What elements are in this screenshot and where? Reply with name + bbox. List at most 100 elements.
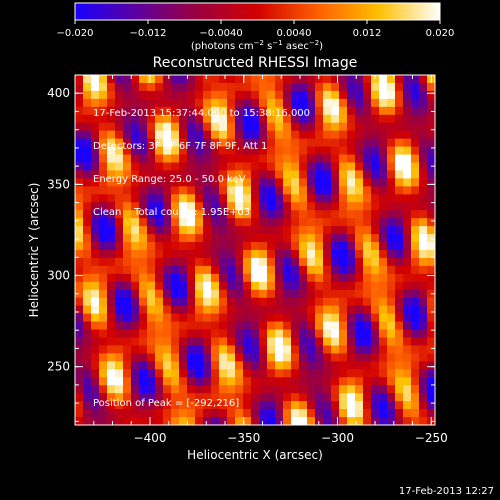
heatmap-cell [163,257,172,267]
heatmap-cell [139,170,148,180]
heatmap-cell [179,417,188,425]
heatmap-cell [99,281,108,291]
heatmap-cell [211,82,220,92]
heatmap-cell [331,186,340,195]
heatmap-cell [259,273,268,283]
heatmap-cell [387,90,396,100]
x-tick-label: −300 [321,431,354,445]
heatmap-cell [275,297,284,307]
heatmap-cell [259,313,268,323]
heatmap-cell [403,377,412,386]
heatmap-cell [419,114,428,124]
heatmap-cell [99,361,108,370]
heatmap-cell [115,234,124,243]
heatmap-cell [307,250,316,259]
heatmap-cell [371,234,380,243]
heatmap-cell [363,281,372,291]
heatmap-cell [403,385,412,394]
heatmap-cell [107,353,116,362]
heatmap-cell [411,345,420,355]
heatmap-cell [131,122,140,132]
heatmap-cell [179,90,188,100]
heatmap-cell [91,106,100,116]
heatmap-cell [115,82,124,92]
heatmap-cell [123,82,132,92]
heatmap-cell [347,297,356,307]
heatmap-cell [315,337,324,347]
heatmap-cell [91,178,100,187]
heatmap-cell [155,90,164,100]
heatmap-cell [131,289,140,299]
heatmap-cell [227,401,236,410]
heatmap-cell [123,345,132,355]
heatmap-cell [179,218,188,227]
heatmap-cell [283,369,292,378]
heatmap-cell [163,401,172,410]
heatmap-cell [299,337,308,347]
heatmap-cell [91,281,100,291]
heatmap-cell [267,361,276,370]
heatmap-cell [379,297,388,307]
heatmap-cell [179,289,188,299]
heatmap-cell [163,361,172,370]
heatmap-cell [83,329,92,339]
heatmap-cell [411,130,420,140]
heatmap-cell [147,226,156,235]
heatmap-cell [243,202,252,211]
heatmap-cell [227,114,236,124]
heatmap-cell [115,409,124,418]
heatmap-cell [195,138,204,148]
heatmap-cell [379,393,388,402]
heatmap-cell [179,226,188,235]
heatmap-cell [171,417,180,425]
heatmap-cell [139,265,148,275]
heatmap-cell [227,130,236,140]
heatmap-cell [331,75,340,84]
heatmap-cell [387,273,396,283]
heatmap-cell [307,122,316,132]
heatmap-cell [83,170,92,180]
heatmap-cell [363,313,372,323]
heatmap-cell [371,353,380,362]
heatmap-cell [299,329,308,339]
heatmap-cell [147,401,156,410]
heatmap-cell [195,210,204,219]
heatmap-cell [107,393,116,402]
heatmap-cell [179,250,188,259]
heatmap-cell [299,321,308,331]
heatmap-cell [171,202,180,211]
heatmap-cell [171,337,180,347]
heatmap-cell [363,194,372,203]
heatmap-cell [91,170,100,180]
heatmap-cell [371,162,380,172]
heatmap-cell [347,218,356,227]
heatmap-cell [131,114,140,124]
heatmap-cell [211,313,220,323]
heatmap-cell [171,305,180,315]
heatmap-cell [267,385,276,394]
x-tick-label: −400 [134,431,167,445]
heatmap-cell [331,297,340,307]
heatmap-cell [91,265,100,275]
heatmap-cell [291,393,300,402]
heatmap-cell [355,385,364,394]
heatmap-cell [323,75,332,84]
heatmap-cell [331,146,340,156]
heatmap-cell [131,337,140,347]
heatmap-cell [235,146,244,156]
heatmap-cell [339,210,348,219]
heatmap-cell [163,385,172,394]
heatmap-cell [211,417,220,425]
heatmap-cell [131,82,140,92]
heatmap-cell [115,305,124,315]
heatmap-cell [219,353,228,362]
heatmap-cell [371,313,380,323]
heatmap-cell [235,242,244,251]
heatmap-cell [323,178,332,187]
heatmap-cell [315,361,324,370]
heatmap-cell [371,186,380,195]
heatmap-cell [403,337,412,347]
heatmap-cell [331,321,340,331]
heatmap-cell [371,257,380,267]
heatmap-cell [347,385,356,394]
